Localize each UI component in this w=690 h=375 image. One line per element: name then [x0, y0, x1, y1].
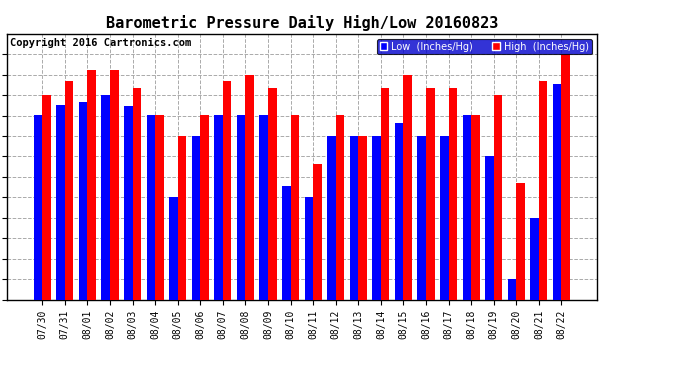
Bar	[395, 123, 404, 300]
Bar	[124, 105, 132, 300]
Bar	[215, 116, 223, 300]
Bar	[448, 88, 457, 300]
Bar	[282, 186, 290, 300]
Bar	[110, 70, 119, 300]
Bar	[404, 75, 412, 300]
Bar	[155, 116, 164, 300]
Legend: Low  (Inches/Hg), High  (Inches/Hg): Low (Inches/Hg), High (Inches/Hg)	[377, 39, 592, 54]
Bar	[471, 116, 480, 300]
Bar	[358, 136, 367, 300]
Bar	[417, 136, 426, 300]
Bar	[42, 95, 51, 300]
Bar	[539, 81, 547, 300]
Bar	[57, 105, 65, 300]
Bar	[304, 197, 313, 300]
Bar	[313, 164, 322, 300]
Bar	[169, 196, 178, 300]
Bar	[562, 54, 570, 300]
Bar	[192, 136, 200, 300]
Bar	[101, 95, 110, 300]
Bar	[508, 279, 516, 300]
Bar	[223, 81, 231, 300]
Title: Barometric Pressure Daily High/Low 20160823: Barometric Pressure Daily High/Low 20160…	[106, 15, 498, 31]
Bar	[132, 88, 141, 300]
Bar	[146, 116, 155, 300]
Bar	[381, 88, 389, 300]
Bar	[440, 136, 449, 300]
Bar	[259, 116, 268, 300]
Bar	[462, 116, 471, 300]
Bar	[268, 88, 277, 300]
Bar	[531, 218, 539, 300]
Bar	[237, 116, 246, 300]
Bar	[34, 116, 42, 300]
Bar	[336, 116, 344, 300]
Bar	[350, 136, 358, 300]
Bar	[200, 116, 209, 300]
Bar	[178, 136, 186, 300]
Bar	[485, 156, 494, 300]
Bar	[553, 84, 562, 300]
Bar	[327, 136, 336, 300]
Bar	[88, 70, 96, 300]
Bar	[290, 116, 299, 300]
Bar	[246, 75, 254, 300]
Text: Copyright 2016 Cartronics.com: Copyright 2016 Cartronics.com	[10, 38, 191, 48]
Bar	[516, 183, 525, 300]
Bar	[426, 88, 435, 300]
Bar	[494, 95, 502, 300]
Bar	[373, 136, 381, 300]
Bar	[65, 81, 73, 300]
Bar	[79, 102, 88, 300]
